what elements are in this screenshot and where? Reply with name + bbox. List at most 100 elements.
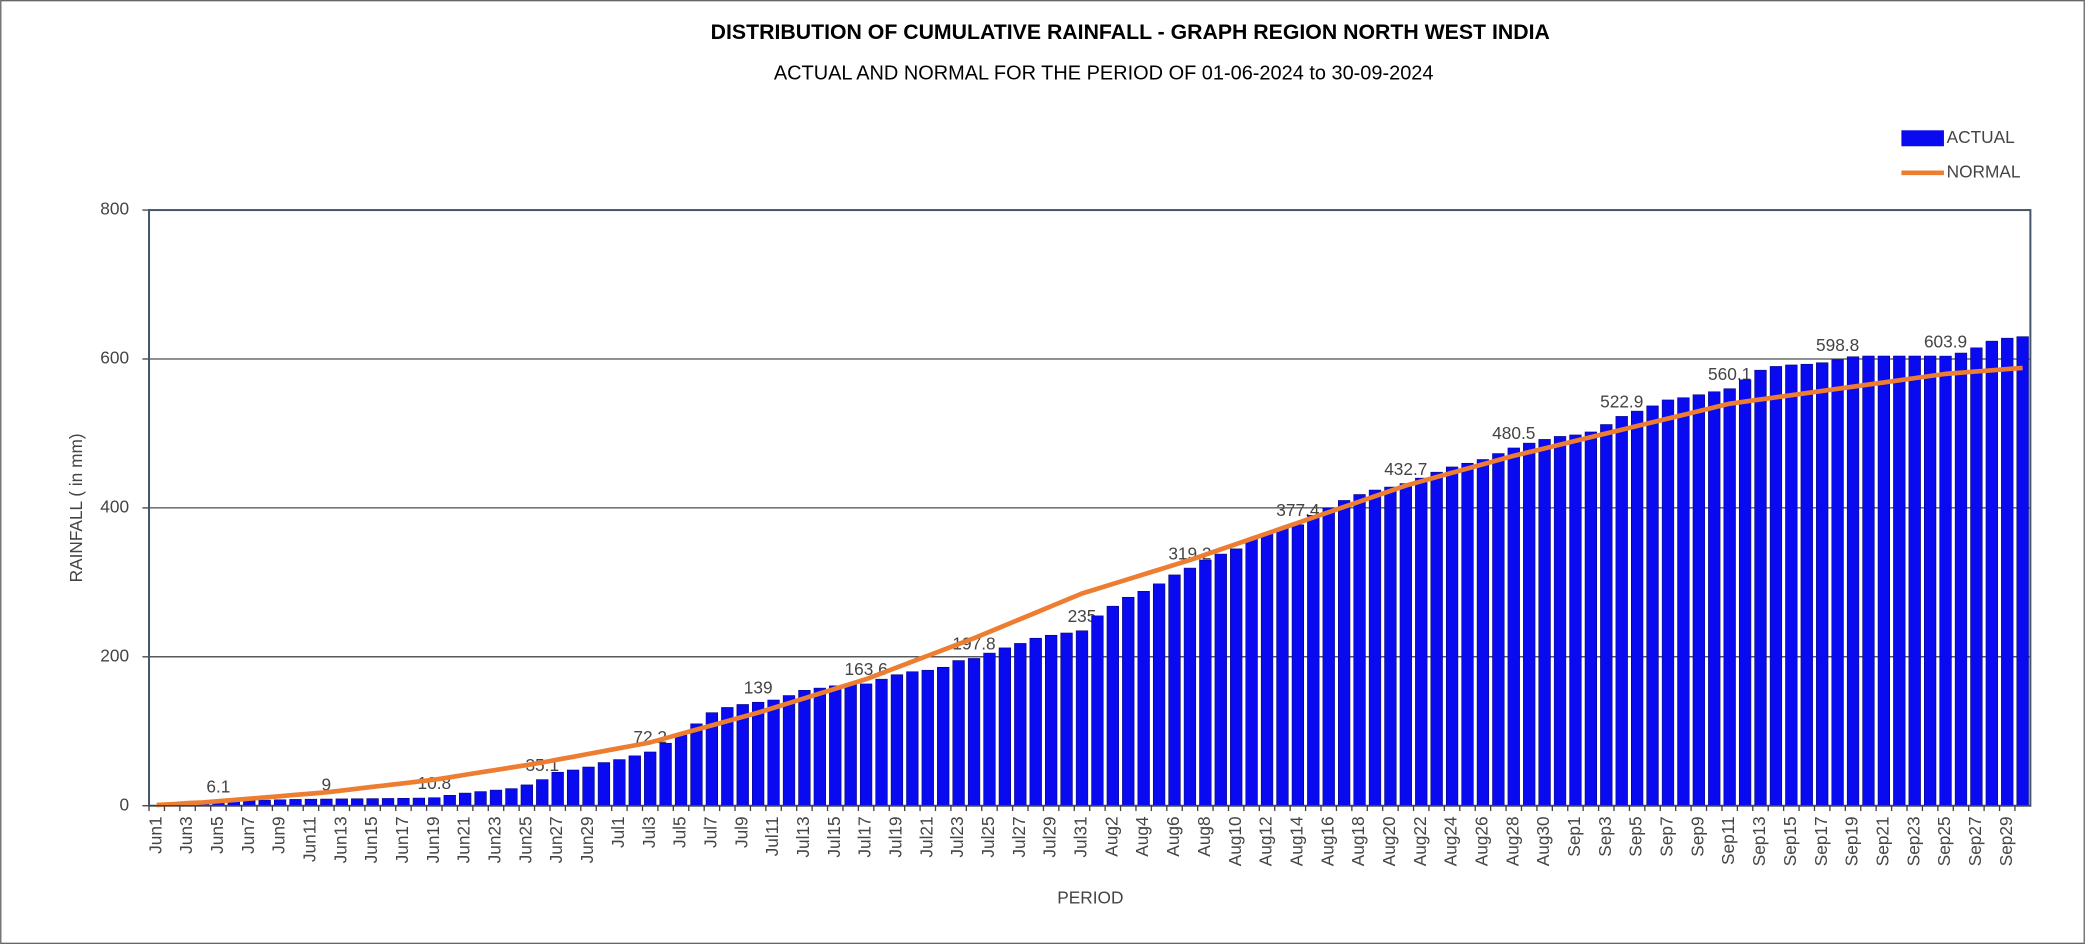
x-tick-label: Aug26 xyxy=(1471,816,1491,866)
bar xyxy=(1045,634,1058,806)
bar xyxy=(1183,567,1197,806)
x-tick-label: Jul13 xyxy=(793,816,813,857)
x-tick-label: Aug18 xyxy=(1348,816,1368,866)
bar xyxy=(582,766,595,806)
bar xyxy=(1476,459,1490,806)
bar xyxy=(1970,347,1983,806)
bar xyxy=(1846,356,1860,806)
data-label: 235 xyxy=(1068,606,1097,626)
bar xyxy=(1245,538,1258,806)
x-tick-label: Jun25 xyxy=(515,816,535,863)
bar xyxy=(937,666,950,806)
bar xyxy=(1985,340,1998,806)
bar xyxy=(859,683,873,806)
bar xyxy=(1908,355,1921,806)
legend-label: ACTUAL xyxy=(1947,127,2016,147)
bar xyxy=(921,669,934,806)
bar xyxy=(1152,583,1166,806)
bar xyxy=(1399,483,1412,806)
bar xyxy=(690,723,703,806)
bar xyxy=(829,685,842,806)
legend-swatch xyxy=(1901,130,1944,147)
x-tick-label: Jul5 xyxy=(670,816,690,848)
bar xyxy=(659,742,672,806)
bar xyxy=(1075,630,1089,806)
bar xyxy=(782,695,796,806)
bar xyxy=(304,798,318,806)
bar xyxy=(798,690,811,806)
x-tick-label: Jun5 xyxy=(207,816,227,853)
bar xyxy=(1723,388,1736,806)
bar xyxy=(1939,355,1952,806)
x-axis-label: PERIOD xyxy=(1057,887,1123,907)
bar xyxy=(983,652,996,806)
bar xyxy=(1322,507,1335,806)
bar xyxy=(1260,532,1274,806)
x-tick-label: Sep29 xyxy=(1996,816,2016,866)
bar xyxy=(1461,462,1474,806)
x-tick-label: Sep21 xyxy=(1872,816,1892,866)
bar xyxy=(2016,336,2029,806)
x-tick-label: Sep7 xyxy=(1657,816,1677,856)
x-tick-label: Jun9 xyxy=(269,816,289,853)
bar xyxy=(906,671,919,806)
x-tick-label: Jul31 xyxy=(1071,816,1091,857)
bar xyxy=(1368,489,1382,806)
x-tick-label: Sep5 xyxy=(1626,816,1646,856)
y-axis-label: RAINFALL ( in mm) xyxy=(66,433,86,582)
bar xyxy=(1692,394,1705,806)
bar xyxy=(952,660,965,806)
bar xyxy=(998,647,1012,806)
x-tick-label: Aug2 xyxy=(1101,816,1121,856)
bar xyxy=(351,798,364,806)
x-tick-label: Jun13 xyxy=(330,816,350,863)
data-label: 603.9 xyxy=(1924,331,1967,351)
x-tick-label: Jul9 xyxy=(731,816,751,848)
bar xyxy=(875,678,888,806)
x-tick-label: Aug20 xyxy=(1379,816,1399,866)
bar xyxy=(1816,362,1829,806)
x-tick-label: Jun17 xyxy=(392,816,412,863)
x-tick-label: Sep1 xyxy=(1564,816,1584,856)
x-tick-label: Sep25 xyxy=(1934,816,1954,866)
bar xyxy=(1677,397,1690,806)
x-tick-label: Jul1 xyxy=(608,816,628,848)
x-tick-label: Jun23 xyxy=(485,816,505,863)
bar xyxy=(1214,553,1227,806)
y-tick-label: 200 xyxy=(100,645,129,665)
bar xyxy=(1137,591,1150,806)
chart-title: DISTRIBUTION OF CUMULATIVE RAINFALL - GR… xyxy=(711,20,1550,44)
x-tick-label: Jul17 xyxy=(855,816,875,857)
bar xyxy=(1569,434,1582,806)
bar xyxy=(890,674,904,806)
bar xyxy=(320,798,333,806)
bar xyxy=(752,701,765,806)
x-tick-label: Sep15 xyxy=(1780,816,1800,866)
x-tick-label: Jun27 xyxy=(546,816,566,863)
bar xyxy=(674,734,688,806)
bar xyxy=(289,799,302,806)
x-tick-label: Aug6 xyxy=(1163,816,1183,856)
x-tick-label: Jul23 xyxy=(947,816,967,857)
data-label: 139 xyxy=(744,677,773,697)
x-tick-label: Aug30 xyxy=(1533,816,1553,866)
bar xyxy=(474,791,487,806)
bar xyxy=(813,687,826,806)
bar xyxy=(644,751,657,806)
x-tick-label: Sep9 xyxy=(1687,816,1707,856)
y-tick-label: 0 xyxy=(119,794,129,814)
data-label: 9 xyxy=(322,774,332,794)
x-tick-label: Jun3 xyxy=(176,816,196,853)
bar xyxy=(381,798,395,806)
bar xyxy=(1122,596,1135,806)
x-tick-label: Aug28 xyxy=(1502,816,1522,866)
bar xyxy=(1029,637,1042,806)
bar xyxy=(1800,363,1813,806)
x-tick-label: Jun11 xyxy=(300,816,320,862)
bar xyxy=(335,798,348,806)
data-label: 598.8 xyxy=(1816,335,1859,355)
data-label: 480.5 xyxy=(1492,423,1535,443)
x-tick-label: Sep23 xyxy=(1903,816,1923,866)
